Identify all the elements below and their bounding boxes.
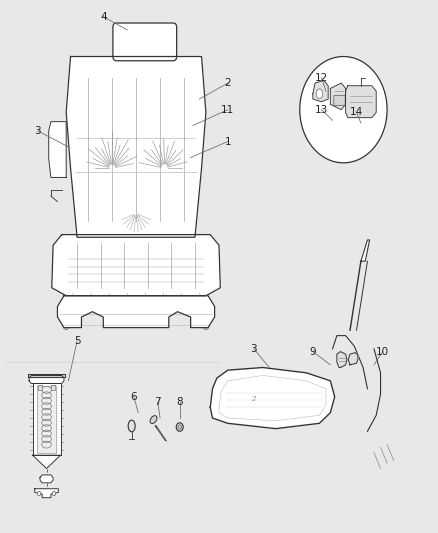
- Polygon shape: [66, 56, 206, 237]
- Text: 10: 10: [376, 346, 389, 357]
- Polygon shape: [52, 235, 220, 296]
- Text: 3: 3: [35, 126, 41, 136]
- Text: 13: 13: [315, 104, 328, 115]
- FancyBboxPatch shape: [113, 23, 177, 61]
- Text: 9: 9: [310, 346, 316, 357]
- Text: 4: 4: [100, 12, 106, 22]
- Text: 7: 7: [155, 397, 161, 407]
- Text: 2: 2: [224, 78, 231, 88]
- Polygon shape: [348, 353, 358, 365]
- FancyBboxPatch shape: [334, 95, 345, 106]
- Polygon shape: [210, 368, 335, 429]
- Polygon shape: [57, 296, 215, 328]
- Polygon shape: [361, 240, 370, 261]
- Polygon shape: [346, 86, 376, 118]
- Text: 8: 8: [177, 397, 183, 407]
- Text: 3: 3: [251, 344, 257, 354]
- Polygon shape: [32, 455, 60, 469]
- Ellipse shape: [176, 423, 183, 431]
- Text: 6: 6: [131, 392, 137, 402]
- Polygon shape: [40, 475, 53, 483]
- Text: 14: 14: [350, 107, 363, 117]
- Ellipse shape: [178, 425, 181, 429]
- Circle shape: [202, 321, 209, 329]
- Circle shape: [37, 491, 41, 496]
- Polygon shape: [32, 383, 60, 455]
- Polygon shape: [49, 122, 66, 177]
- Polygon shape: [313, 80, 328, 102]
- Polygon shape: [337, 352, 347, 368]
- Ellipse shape: [150, 416, 157, 424]
- Polygon shape: [29, 375, 64, 383]
- Text: 11: 11: [221, 104, 234, 115]
- FancyBboxPatch shape: [38, 384, 42, 390]
- Text: 1: 1: [224, 136, 231, 147]
- Text: 2: 2: [252, 397, 256, 402]
- Ellipse shape: [128, 420, 135, 432]
- Polygon shape: [35, 489, 58, 498]
- Circle shape: [300, 56, 387, 163]
- FancyBboxPatch shape: [51, 384, 55, 390]
- Polygon shape: [28, 374, 65, 376]
- Circle shape: [52, 491, 56, 496]
- Circle shape: [63, 321, 70, 329]
- Ellipse shape: [316, 89, 323, 99]
- Text: 12: 12: [315, 73, 328, 83]
- Polygon shape: [330, 83, 346, 110]
- Polygon shape: [37, 386, 56, 453]
- Text: 5: 5: [74, 336, 81, 346]
